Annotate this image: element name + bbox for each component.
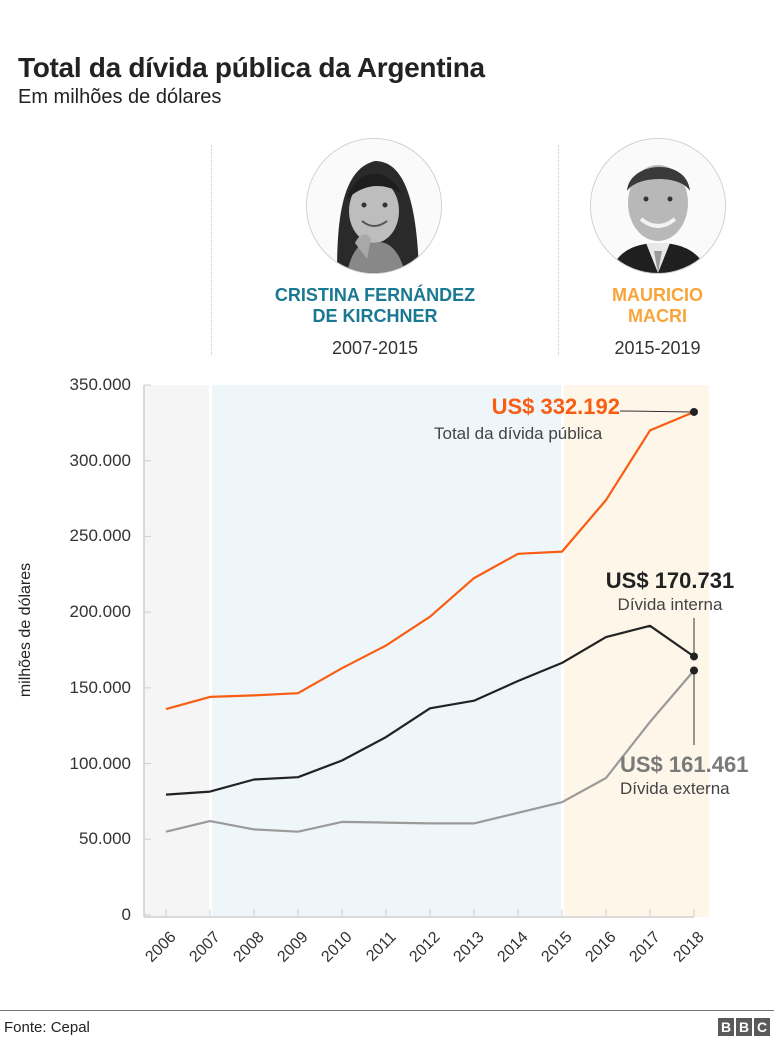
annotation-externa-label: Dívida externa bbox=[620, 779, 730, 798]
series-line bbox=[165, 410, 695, 711]
axes bbox=[143, 384, 695, 918]
bbc-logo: B B C bbox=[718, 1018, 770, 1036]
bbc-logo-letter: C bbox=[754, 1018, 770, 1036]
annotation-leaders bbox=[619, 407, 698, 745]
endpoint-dot bbox=[690, 652, 698, 661]
leader-name-line2: MACRI bbox=[628, 306, 687, 326]
period-bands bbox=[144, 385, 709, 917]
annotation-externa-value: US$ 161.461 bbox=[620, 752, 749, 777]
y-tick-label: 150.000 bbox=[69, 677, 131, 697]
annotation-externa: US$ 161.461 Dívida externa bbox=[620, 752, 770, 799]
bbc-logo-letter: B bbox=[736, 1018, 752, 1036]
portrait-cristina-kirchner-icon bbox=[306, 138, 442, 274]
period-band bbox=[144, 385, 209, 917]
series-line bbox=[165, 669, 695, 833]
leader-name-kirchner: CRISTINA FERNÁNDEZ DE KIRCHNER bbox=[240, 285, 510, 327]
chart-subtitle: Em milhões de dólares bbox=[18, 86, 222, 108]
annotation-interna-value: US$ 170.731 bbox=[605, 568, 735, 593]
bbc-logo-letter: B bbox=[718, 1018, 734, 1036]
y-tick-label: 250.000 bbox=[69, 526, 131, 546]
leader-name-line1: CRISTINA FERNÁNDEZ bbox=[274, 285, 476, 305]
period-band bbox=[212, 385, 561, 917]
footer-divider bbox=[0, 1010, 774, 1011]
leader-years-kirchner: 2007-2015 bbox=[331, 338, 419, 358]
leader-name-macri: MAURICIO MACRI bbox=[580, 285, 735, 327]
y-tick-label: 350.000 bbox=[69, 375, 131, 394]
period-divider-macri bbox=[558, 145, 559, 355]
annotation-total-value: US$ 332.192 bbox=[491, 394, 620, 419]
chart-title: Total da dívida pública da Argentina bbox=[18, 52, 485, 83]
portrait-mauricio-macri-icon bbox=[590, 138, 726, 274]
y-tick-label: 300.000 bbox=[69, 450, 131, 470]
leader-name-line1: MAURICIO bbox=[612, 285, 703, 305]
annotation-interna: US$ 170.731 Dívida interna bbox=[590, 568, 750, 615]
source-note: Fonte: Cepal bbox=[4, 1019, 90, 1036]
endpoint-dot bbox=[690, 666, 698, 675]
leader-name-line2: DE KIRCHNER bbox=[312, 306, 438, 326]
annotation-total: US$ 332.192 bbox=[420, 394, 620, 420]
y-tick-label: 50.000 bbox=[79, 829, 131, 849]
leader-years-macri: 2015-2019 bbox=[614, 338, 701, 358]
annotation-interna-label: Dívida interna bbox=[617, 595, 723, 614]
endpoint-dot bbox=[690, 407, 698, 416]
y-tick-label: 200.000 bbox=[69, 602, 131, 622]
y-tick-label: 100.000 bbox=[69, 753, 131, 773]
y-tick-label: 0 bbox=[121, 905, 131, 924]
period-divider-kirchner bbox=[211, 145, 212, 355]
series-line bbox=[165, 624, 695, 796]
annotation-total-label: Total da dívida pública bbox=[434, 424, 603, 443]
series-lines bbox=[165, 410, 695, 833]
